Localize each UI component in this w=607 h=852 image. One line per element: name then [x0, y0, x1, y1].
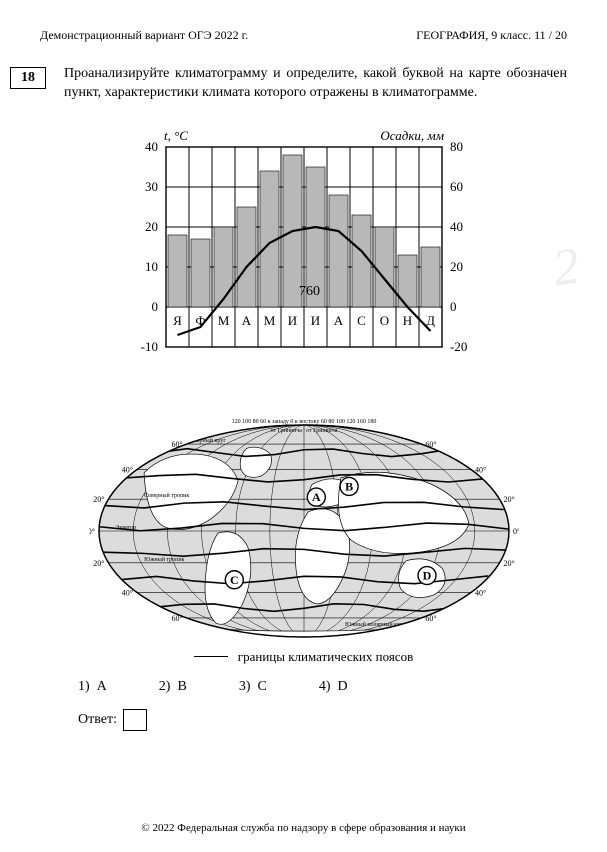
svg-text:М: М [263, 313, 275, 328]
legend-text: границы климатических поясов [238, 649, 413, 665]
task-number-box: 18 [10, 67, 46, 89]
svg-text:А: А [241, 313, 251, 328]
svg-text:760: 760 [299, 284, 320, 299]
svg-text:20: 20 [450, 259, 463, 274]
svg-text:D: D [422, 568, 431, 582]
legend-line-icon [194, 656, 228, 657]
svg-text:20°: 20° [503, 559, 514, 568]
svg-text:0°: 0° [89, 527, 95, 536]
svg-text:40: 40 [145, 139, 158, 154]
task-block: 18 Проанализируйте климатограмму и опред… [40, 65, 567, 103]
svg-text:Ф: Ф [195, 313, 205, 328]
svg-text:И: И [287, 313, 296, 328]
svg-text:B: B [345, 479, 353, 493]
svg-text:20°: 20° [93, 495, 104, 504]
svg-text:20: 20 [145, 219, 158, 234]
answer-options: 1) A 2) B 3) C 4) D [78, 679, 567, 695]
svg-text:от Гринвича | от Гринвича: от Гринвича | от Гринвича [270, 428, 337, 434]
svg-text:40°: 40° [474, 588, 485, 597]
page-header: Демонстрационный вариант ОГЭ 2022 г. ГЕО… [40, 28, 567, 43]
svg-text:80: 80 [450, 139, 463, 154]
svg-text:-10: -10 [140, 339, 157, 354]
world-map-svg: A B C D Северный полярный круг Северный тропи… [89, 407, 519, 643]
svg-text:20°: 20° [93, 559, 104, 568]
svg-text:О: О [379, 313, 388, 328]
svg-text:0: 0 [450, 299, 457, 314]
answer-input-box[interactable] [123, 709, 147, 731]
svg-text:t, °C: t, °C [164, 128, 188, 143]
svg-text:Д: Д [426, 313, 435, 328]
svg-text:Осадки, мм: Осадки, мм [380, 128, 444, 143]
svg-text:Я: Я [173, 313, 182, 328]
climatogram: ЯФМАМИИАСОНД-10010203040-20020406080t, °… [40, 125, 567, 395]
page-footer: © 2022 Федеральная служба по надзору в с… [0, 822, 607, 834]
svg-text:10: 10 [145, 259, 158, 274]
svg-text:60: 60 [450, 179, 463, 194]
svg-text:С: С [357, 313, 366, 328]
header-right: ГЕОГРАФИЯ, 9 класс. 11 / 20 [416, 28, 567, 43]
svg-text:0°: 0° [513, 527, 519, 536]
svg-text:Северный полярный круг: Северный полярный круг [160, 437, 226, 444]
svg-text:40°: 40° [121, 588, 132, 597]
svg-text:-20: -20 [450, 339, 467, 354]
svg-text:20°: 20° [503, 495, 514, 504]
option-2[interactable]: 2) B [159, 679, 187, 695]
svg-text:C: C [229, 573, 238, 587]
answer-row: Ответ: [78, 709, 567, 731]
task-text: Проанализируйте климатограмму и определи… [64, 65, 567, 103]
svg-text:Южный полярный круг: Южный полярный круг [345, 621, 406, 628]
climatogram-svg: ЯФМАМИИАСОНД-10010203040-20020406080t, °… [104, 125, 504, 395]
svg-text:0: 0 [151, 299, 158, 314]
svg-text:A: A [311, 490, 320, 504]
option-3[interactable]: 3) C [239, 679, 267, 695]
header-left: Демонстрационный вариант ОГЭ 2022 г. [40, 28, 248, 43]
world-map: A B C D Северный полярный круг Северный тропи… [40, 407, 567, 643]
svg-text:А: А [333, 313, 343, 328]
svg-text:Н: Н [402, 313, 411, 328]
svg-text:Южный тропик: Южный тропик [144, 556, 184, 563]
svg-text:Северный тропик: Северный тропик [144, 492, 189, 499]
svg-text:30: 30 [145, 179, 158, 194]
svg-text:М: М [217, 313, 229, 328]
map-legend: границы климатических поясов [40, 649, 567, 665]
option-1[interactable]: 1) A [78, 679, 107, 695]
option-4[interactable]: 4) D [319, 679, 348, 695]
svg-text:40: 40 [450, 219, 463, 234]
svg-text:И: И [310, 313, 319, 328]
svg-text:Экватор: Экватор [115, 525, 136, 531]
svg-text:120 100 80 60 к западу 0: 120 100 80 60 к западу 0 к востоку 60 80… [231, 419, 376, 425]
answer-label: Ответ: [78, 712, 117, 728]
